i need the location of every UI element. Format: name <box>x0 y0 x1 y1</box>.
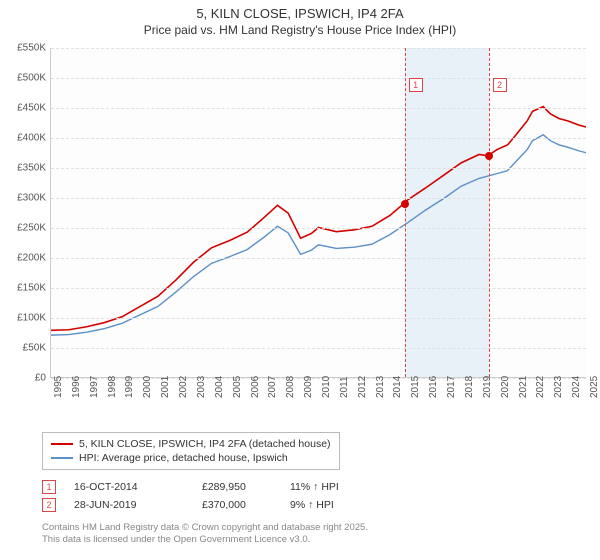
chart-area: 12 £0£50K£100K£150K£200K£250K£300K£350K£… <box>8 44 592 424</box>
title-block: 5, KILN CLOSE, IPSWICH, IP4 2FA Price pa… <box>0 0 600 37</box>
sale-delta-hpi: 9% ↑ HPI <box>290 499 370 511</box>
x-tick-label: 2001 <box>160 376 171 398</box>
y-tick-label: £100K <box>6 313 46 324</box>
series-line <box>51 107 586 331</box>
gridline <box>51 318 586 319</box>
x-tick-label: 1999 <box>124 376 135 398</box>
footer-line: Contains HM Land Registry data © Crown c… <box>42 522 368 534</box>
sale-marker-label: 1 <box>409 78 423 92</box>
marker-vline <box>405 48 406 377</box>
gridline <box>51 168 586 169</box>
sale-price: £370,000 <box>202 499 272 511</box>
page-subtitle: Price paid vs. HM Land Registry's House … <box>0 23 600 37</box>
x-tick-label: 1998 <box>107 376 118 398</box>
x-tick-label: 2002 <box>178 376 189 398</box>
y-tick-label: £550K <box>6 43 46 54</box>
sale-marker-dot <box>401 200 409 208</box>
sales-table: 1 16-OCT-2014 £289,950 11% ↑ HPI 2 28-JUN-201… <box>42 478 370 514</box>
x-tick-label: 2021 <box>518 376 529 398</box>
x-tick-label: 1995 <box>53 376 64 398</box>
x-tick-label: 2008 <box>285 376 296 398</box>
x-tick-label: 2005 <box>232 376 243 398</box>
x-tick-label: 2019 <box>482 376 493 398</box>
x-tick-label: 2025 <box>589 376 600 398</box>
x-tick-label: 2010 <box>321 376 332 398</box>
y-tick-label: £500K <box>6 73 46 84</box>
x-tick-label: 2024 <box>571 376 582 398</box>
chart-container: 5, KILN CLOSE, IPSWICH, IP4 2FA Price pa… <box>0 0 600 560</box>
gridline <box>51 288 586 289</box>
x-tick-label: 2004 <box>214 376 225 398</box>
sale-row-index: 2 <box>42 498 56 512</box>
y-tick-label: £250K <box>6 223 46 234</box>
sale-date: 16-OCT-2014 <box>74 481 184 493</box>
footer-line: This data is licensed under the Open Gov… <box>42 534 368 546</box>
gridline <box>51 48 586 49</box>
x-tick-label: 2014 <box>392 376 403 398</box>
legend-label: 5, KILN CLOSE, IPSWICH, IP4 2FA (detache… <box>79 438 331 450</box>
legend-item: 5, KILN CLOSE, IPSWICH, IP4 2FA (detache… <box>51 437 331 451</box>
legend-swatch <box>51 443 73 445</box>
sale-marker-dot <box>485 152 493 160</box>
x-tick-label: 2000 <box>142 376 153 398</box>
page-title: 5, KILN CLOSE, IPSWICH, IP4 2FA <box>0 6 600 21</box>
sale-row-index: 1 <box>42 480 56 494</box>
x-tick-label: 1997 <box>89 376 100 398</box>
y-tick-label: £450K <box>6 103 46 114</box>
x-tick-label: 2003 <box>196 376 207 398</box>
x-tick-label: 2018 <box>464 376 475 398</box>
plot-area: 12 <box>50 48 586 378</box>
gridline <box>51 348 586 349</box>
legend-item: HPI: Average price, detached house, Ipsw… <box>51 451 331 465</box>
legend-swatch <box>51 457 73 459</box>
sale-marker-label: 2 <box>493 78 507 92</box>
line-series-svg <box>51 48 586 377</box>
y-tick-label: £350K <box>6 163 46 174</box>
y-tick-label: £50K <box>6 343 46 354</box>
y-tick-label: £150K <box>6 283 46 294</box>
sale-date: 28-JUN-2019 <box>74 499 184 511</box>
sale-delta-hpi: 11% ↑ HPI <box>290 481 370 493</box>
x-tick-label: 2017 <box>446 376 457 398</box>
sale-price: £289,950 <box>202 481 272 493</box>
gridline <box>51 228 586 229</box>
x-tick-label: 2009 <box>303 376 314 398</box>
attribution-footer: Contains HM Land Registry data © Crown c… <box>42 522 368 546</box>
sale-row: 2 28-JUN-2019 £370,000 9% ↑ HPI <box>42 496 370 514</box>
legend-label: HPI: Average price, detached house, Ipsw… <box>79 452 288 464</box>
x-tick-label: 2022 <box>535 376 546 398</box>
gridline <box>51 138 586 139</box>
x-tick-label: 2020 <box>500 376 511 398</box>
y-tick-label: £200K <box>6 253 46 264</box>
y-tick-label: £400K <box>6 133 46 144</box>
series-line <box>51 135 586 335</box>
gridline <box>51 108 586 109</box>
x-tick-label: 2016 <box>428 376 439 398</box>
y-tick-label: £300K <box>6 193 46 204</box>
sale-row: 1 16-OCT-2014 £289,950 11% ↑ HPI <box>42 478 370 496</box>
marker-vline <box>489 48 490 377</box>
x-tick-label: 2011 <box>339 376 350 398</box>
x-tick-label: 2023 <box>553 376 564 398</box>
y-tick-label: £0 <box>6 373 46 384</box>
x-tick-label: 2012 <box>357 376 368 398</box>
x-tick-label: 2013 <box>375 376 386 398</box>
gridline <box>51 198 586 199</box>
gridline <box>51 258 586 259</box>
x-tick-label: 2007 <box>267 376 278 398</box>
x-tick-label: 2006 <box>250 376 261 398</box>
legend: 5, KILN CLOSE, IPSWICH, IP4 2FA (detache… <box>42 432 340 470</box>
x-tick-label: 1996 <box>71 376 82 398</box>
x-tick-label: 2015 <box>410 376 421 398</box>
